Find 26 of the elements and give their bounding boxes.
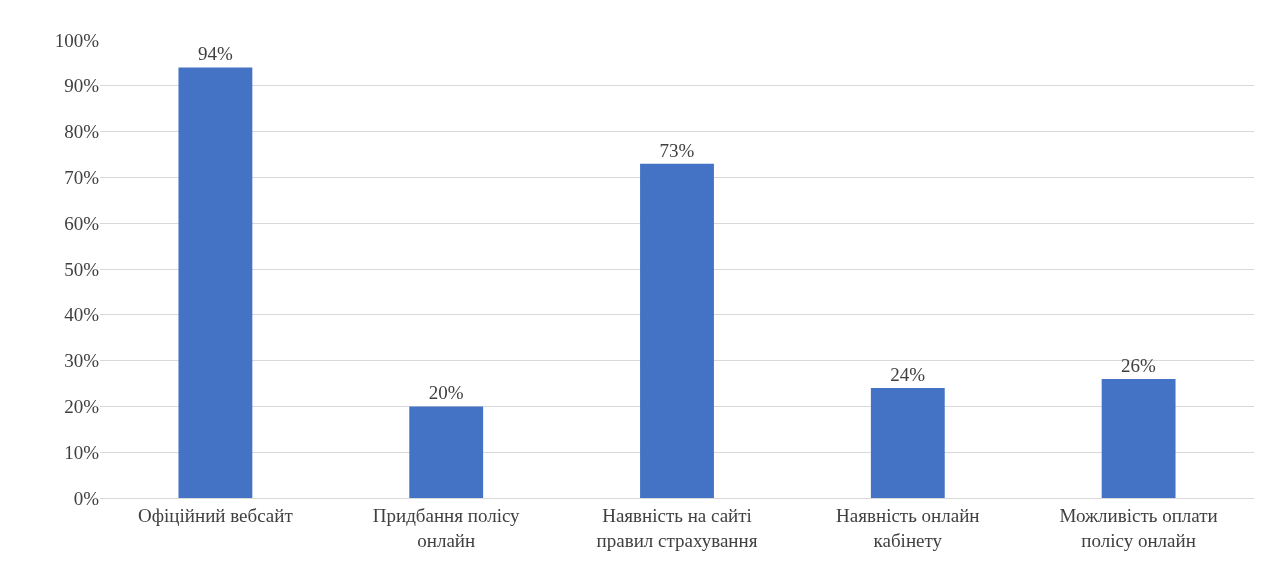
- bar: [1101, 378, 1176, 498]
- data-label: 26%: [1121, 354, 1157, 376]
- bar: [178, 67, 253, 498]
- y-tick-label: 90%: [64, 75, 100, 97]
- bar: [409, 406, 484, 498]
- y-tick-label: 100%: [54, 29, 100, 51]
- y-tick-label: 60%: [64, 212, 100, 234]
- data-label: 24%: [890, 364, 926, 386]
- x-tick-label: Наявність онлайн кабінету: [836, 504, 980, 551]
- bar: [870, 388, 945, 498]
- y-tick-label: 10%: [64, 441, 100, 463]
- x-tick-label: Наявність на сайті правил страхування: [596, 504, 758, 551]
- data-label: 94%: [197, 43, 233, 65]
- x-tick-label: Офіційний вебсайт: [138, 504, 294, 526]
- y-tick-label: 50%: [64, 258, 100, 280]
- x-tick-label: Можливість оплати полісу онлайн: [1059, 504, 1218, 551]
- y-tick-label: 40%: [64, 304, 100, 326]
- y-tick-label: 20%: [64, 396, 100, 418]
- x-tick-label: Придбання полісу онлайн: [372, 504, 521, 551]
- y-tick-label: 80%: [64, 121, 100, 143]
- y-tick-label: 70%: [64, 167, 100, 189]
- y-tick-label: 0%: [73, 487, 100, 509]
- data-label: 20%: [428, 382, 464, 404]
- y-tick-label: 30%: [64, 350, 100, 372]
- bar: [640, 163, 714, 498]
- data-label: 73%: [659, 139, 695, 161]
